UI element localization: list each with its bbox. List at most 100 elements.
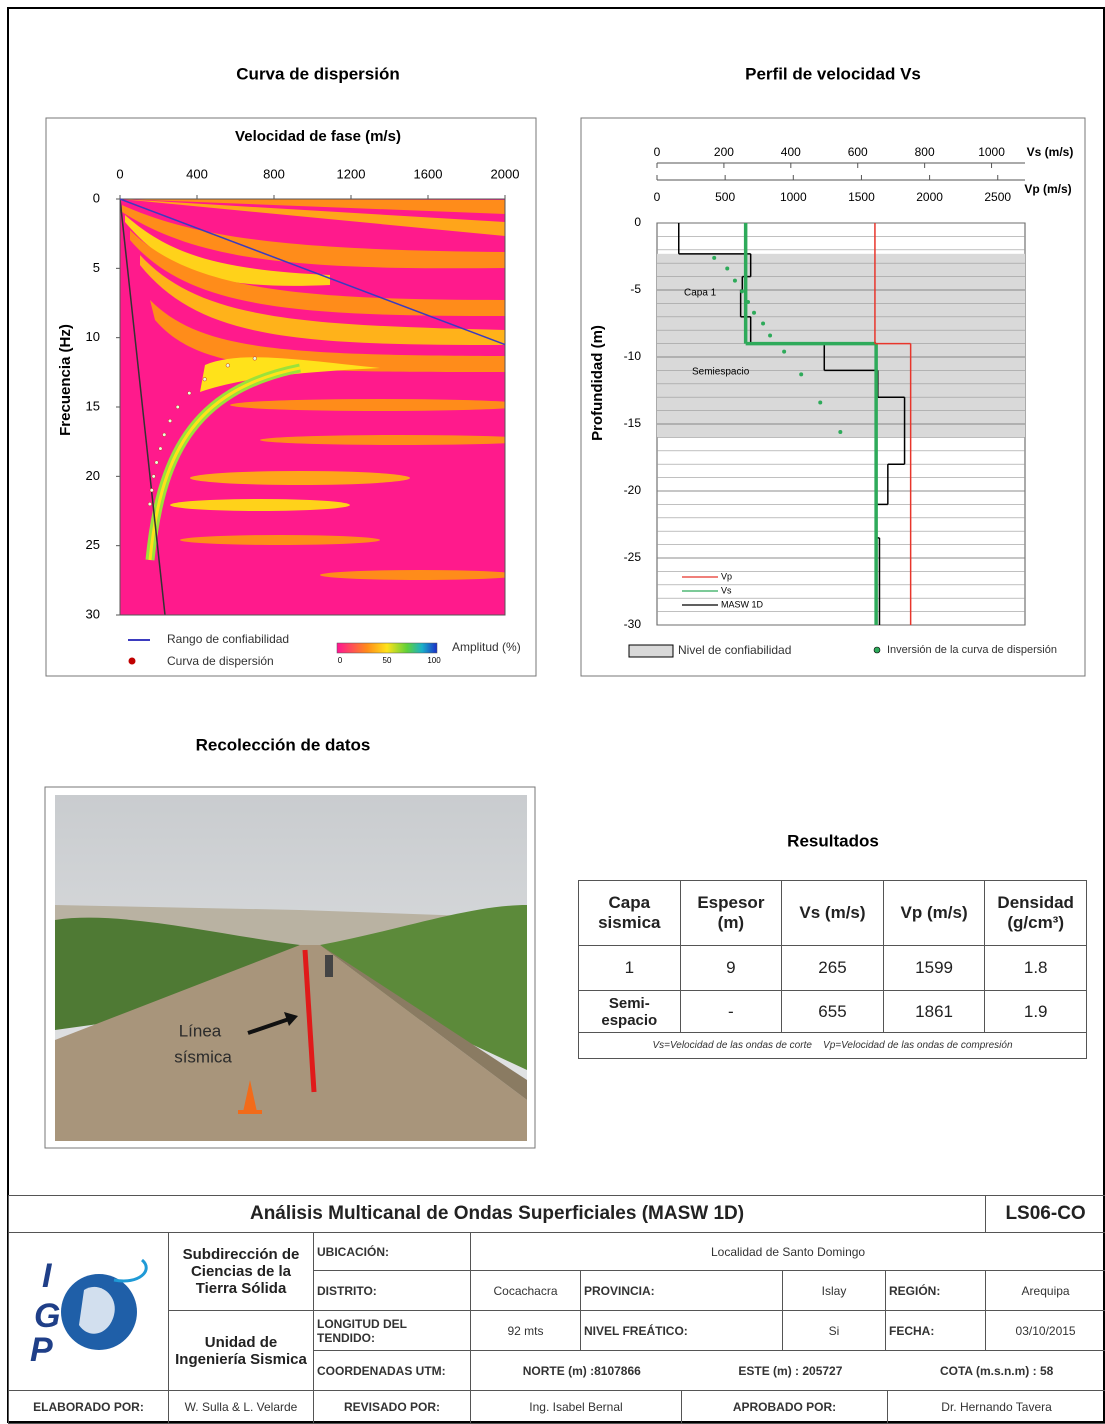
note-cell: Vs=Velocidad de las ondas de corte Vp=Ve… xyxy=(579,1033,1087,1059)
label: APROBADO POR: xyxy=(682,1391,888,1423)
value-cell: NORTE (m) :8107866 ESTE (m) : 205727 COT… xyxy=(471,1351,1105,1391)
heatmap-band xyxy=(230,399,530,411)
logo: I G P xyxy=(14,1240,164,1380)
row: Semi-espacio - 655 1861 1.9 xyxy=(579,991,1087,1033)
legend-label: Inversión de la curva de dispersión xyxy=(887,644,1057,656)
cell: 1 xyxy=(579,946,681,991)
photo-label: sísmica xyxy=(174,1047,232,1066)
y-tick-label: 10 xyxy=(86,329,100,344)
layer-label: Capa 1 xyxy=(684,288,717,299)
inversion-point xyxy=(799,372,803,376)
legend-label: Rango de confiabilidad xyxy=(167,632,289,646)
section-title: Resultados xyxy=(787,831,879,850)
y-tick-label: -15 xyxy=(624,416,642,430)
legend-label: Vp xyxy=(721,571,732,581)
dispersion-point xyxy=(150,488,154,492)
y-axis-label: Frecuencia (Hz) xyxy=(57,324,74,436)
vs-tick-label: 200 xyxy=(714,145,734,159)
vs-tick-label: 1000 xyxy=(978,145,1005,159)
header-row: Capa sismica Espesor (m) Vs (m/s) Vp (m/… xyxy=(579,881,1087,946)
y-tick-label: 5 xyxy=(93,260,100,275)
legend-swatch xyxy=(629,645,673,657)
y-tick-label: -30 xyxy=(624,617,642,631)
legend-label: Vs xyxy=(721,585,732,595)
inversion-point xyxy=(782,350,786,354)
inversion-point xyxy=(761,322,765,326)
label-cell: REVISADO POR: xyxy=(314,1391,471,1424)
vs-tick-label: 0 xyxy=(654,145,661,159)
dept-cell: Subdirección de Ciencias de la Tierra Só… xyxy=(169,1233,314,1311)
dispersion-point xyxy=(148,502,152,506)
row: ELABORADO POR: W. Sulla & L. Velarde REV… xyxy=(9,1391,1105,1424)
results-table: Capa sismica Espesor (m) Vs (m/s) Vp (m/… xyxy=(578,880,1087,1059)
vp-axis-label: Vp (m/s) xyxy=(1024,182,1071,196)
label-cell: DISTRITO: xyxy=(314,1271,471,1311)
y-tick-label: -10 xyxy=(624,349,642,363)
photo: Línea sísmica xyxy=(55,795,527,1141)
y-tick-label: 30 xyxy=(86,606,100,621)
inversion-point xyxy=(752,311,756,315)
vs-tick-label: 600 xyxy=(848,145,868,159)
cell: - xyxy=(680,991,782,1033)
colorbar-tick: 50 xyxy=(383,656,392,665)
note: Vs=Velocidad de las ondas de corte xyxy=(652,1040,811,1051)
dispersion-point xyxy=(159,447,163,451)
y-tick-label: 25 xyxy=(86,537,100,552)
label-cell: PROVINCIA: xyxy=(581,1271,783,1311)
logo-letter: P xyxy=(30,1331,53,1369)
cone-base xyxy=(238,1110,262,1114)
header-cell: Capa sismica xyxy=(579,881,681,946)
dispersion-point xyxy=(168,419,172,423)
legend-dot xyxy=(874,647,880,653)
cell: 1.8 xyxy=(985,946,1087,991)
inversion-point xyxy=(768,334,772,338)
value-cell: 03/10/2015 xyxy=(986,1311,1105,1351)
header-cell: Vp (m/s) xyxy=(883,881,985,946)
value: Dr. Hernando Tavera xyxy=(888,1391,1105,1423)
logo-letter: G xyxy=(34,1297,60,1335)
person xyxy=(325,955,333,977)
row: Unidad de Ingeniería Sismica LONGITUD DE… xyxy=(9,1311,1105,1351)
x-tick-label: 400 xyxy=(186,166,208,181)
cell: 1.9 xyxy=(985,991,1087,1033)
logo-letter: I xyxy=(42,1257,53,1295)
note-row: Vs=Velocidad de las ondas de corte Vp=Ve… xyxy=(579,1033,1087,1059)
vp-tick-label: 2500 xyxy=(984,190,1011,204)
label-cell: ELABORADO POR: xyxy=(9,1391,169,1424)
y-tick-label: -25 xyxy=(624,550,642,564)
photo-label: Línea xyxy=(179,1021,222,1040)
legend-label: MASW 1D xyxy=(721,599,764,609)
y-tick-label: -20 xyxy=(624,483,642,497)
label-cell: REGIÓN: xyxy=(886,1271,986,1311)
label-cell: UBICACIÓN: xyxy=(314,1233,471,1271)
heatmap-band xyxy=(180,535,380,545)
heatmap-band xyxy=(170,499,350,511)
vs-tick-label: 400 xyxy=(781,145,801,159)
colorbar xyxy=(337,643,437,653)
vs-axis-label: Vs (m/s) xyxy=(1027,145,1074,159)
y-tick-label: 20 xyxy=(86,468,100,483)
inversion-point xyxy=(712,256,716,260)
y-tick-label: 0 xyxy=(634,215,641,229)
colorbar-tick: 0 xyxy=(338,656,343,665)
header-cell: Espesor (m) xyxy=(680,881,782,946)
y-tick-label: -5 xyxy=(630,282,641,296)
dispersion-point xyxy=(253,357,257,361)
dispersion-point xyxy=(152,475,156,479)
block-code: LS06-CO xyxy=(986,1196,1105,1233)
plot-title: Velocidad de fase (m/s) xyxy=(235,128,401,145)
vp-tick-label: 0 xyxy=(654,190,661,204)
title-block: Análisis Multicanal de Ondas Superficial… xyxy=(8,1195,1105,1424)
vs-tick-label: 800 xyxy=(915,145,935,159)
x-tick-label: 1600 xyxy=(414,166,443,181)
cell: 655 xyxy=(782,991,884,1033)
section-title: Curva de dispersión xyxy=(236,64,399,83)
inversion-point xyxy=(746,300,750,304)
inversion-point xyxy=(818,401,822,405)
legend-dot xyxy=(129,658,136,665)
inversion-point xyxy=(733,279,737,283)
x-tick-label: 1200 xyxy=(337,166,366,181)
inversion-point xyxy=(838,430,842,434)
cell: 265 xyxy=(782,946,884,991)
